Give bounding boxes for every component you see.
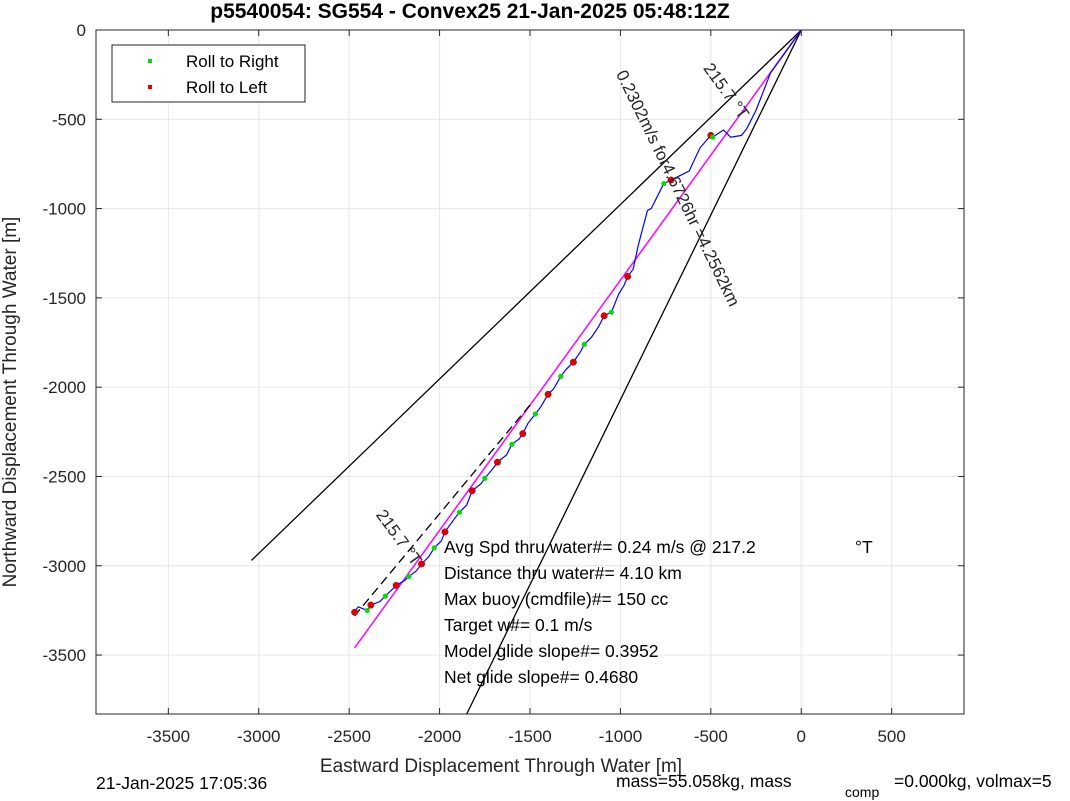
x-tick-label: -3500	[147, 727, 190, 746]
roll-right-point	[482, 475, 488, 481]
roll-left-point	[468, 487, 476, 495]
x-tick-label: 0	[797, 727, 806, 746]
roll-left-point	[441, 528, 449, 536]
annotation-model-glide: Model glide slope#= 0.3952	[444, 641, 659, 661]
roll-right-point	[581, 341, 587, 347]
y-axis-label: Northward Displacement Through Water [m]	[0, 217, 21, 588]
footer-volmax: =0.000kg, volmax=5	[894, 771, 1052, 791]
legend-marker-roll-left	[148, 85, 152, 89]
roll-left-point	[418, 560, 425, 568]
track-line	[354, 29, 802, 613]
x-tick-label: -3000	[237, 727, 280, 746]
annotation-target-w: Target w#= 0.1 m/s	[444, 615, 593, 635]
annotation-net-glide: Net glide slope#= 0.4680	[444, 667, 638, 687]
track-line-path	[354, 29, 802, 613]
roll-right-point	[382, 593, 388, 599]
axis-ticks: -3500 -3000 -2500 -2000 -1500 -1000 -500 0 500 0 -…	[43, 21, 964, 746]
roll-right-point	[509, 441, 515, 447]
x-tick-label: -1500	[508, 727, 551, 746]
roll-right-point	[710, 134, 716, 140]
roll-left-point	[600, 312, 608, 320]
legend-label-roll-left: Roll to Left	[186, 78, 268, 97]
x-tick-label: -2500	[327, 727, 370, 746]
legend-marker-roll-right	[148, 59, 152, 63]
wedge-lines	[251, 29, 802, 715]
y-tick-label: -2500	[43, 467, 86, 486]
y-tick-label: -3500	[43, 646, 86, 665]
dashed-line-path	[354, 404, 531, 617]
legend-box	[111, 44, 306, 103]
y-tick-label: -3000	[43, 557, 86, 576]
y-tick-label: -500	[52, 110, 86, 129]
x-tick-label: 500	[877, 727, 905, 746]
roll-left-point	[392, 581, 400, 589]
x-tick-label: -500	[694, 727, 728, 746]
annotation-avg-speed: Avg Spd thru water#= 0.24 m/s @ 217.2	[444, 537, 756, 557]
roll-left-point	[544, 390, 552, 398]
roll-right-point	[364, 607, 370, 614]
roll-left-point	[667, 176, 675, 184]
annotation-distance: Distance thru water#= 4.10 km	[444, 563, 682, 583]
legend: Roll to Right Roll to Left	[111, 44, 306, 103]
y-tick-label: -1500	[43, 289, 86, 308]
roll-right-point	[558, 373, 564, 380]
roll-right-point	[456, 509, 463, 515]
annotation-block: Avg Spd thru water#= 0.24 m/s @ 217.2 °T…	[444, 537, 873, 687]
annotation-max-buoy: Max buoy (cmdfile)#= 150 cc	[444, 589, 668, 609]
roll-right-point	[661, 180, 667, 187]
roll-left-point	[569, 358, 577, 366]
roll-right-point	[431, 545, 437, 551]
roll-right-point	[406, 573, 412, 580]
legend-label-roll-right: Roll to Right	[186, 52, 279, 71]
roll-right-point	[532, 411, 539, 417]
y-tick-label: 0	[77, 21, 86, 40]
x-axis-label: Eastward Displacement Through Water [m]	[320, 756, 682, 777]
roll-left-point	[624, 273, 632, 280]
wedge-line	[251, 29, 802, 561]
roll-points	[351, 131, 716, 616]
wedge-line	[466, 29, 802, 715]
x-tick-label: -2000	[418, 727, 461, 746]
x-tick-label: -1000	[599, 727, 642, 746]
chart-title: p5540054: SG554 - Convex25 21-Jan-2025 0…	[210, 0, 730, 23]
y-tick-label: -1000	[43, 200, 86, 219]
roll-left-point	[494, 458, 501, 466]
y-tick-label: -2000	[43, 378, 86, 397]
footer-mass: mass=55.058kg, mass	[616, 771, 792, 791]
roll-left-point	[367, 601, 375, 609]
roll-right-point	[608, 309, 614, 315]
dashed-line	[354, 404, 531, 617]
roll-left-point	[351, 608, 359, 616]
annotation-avg-speed-unit: °T	[855, 537, 873, 557]
footer-date: 21-Jan-2025 17:05:36	[96, 773, 267, 793]
footer-mass-subscript: comp	[845, 784, 879, 800]
roll-left-point	[519, 430, 527, 438]
